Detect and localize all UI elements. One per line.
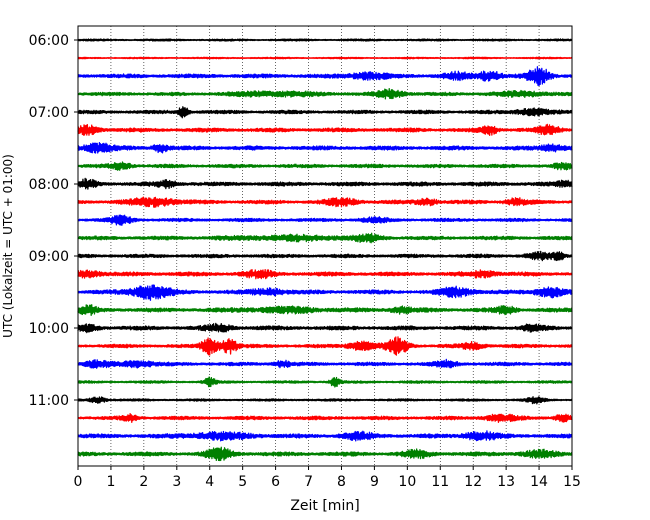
x-tick-label-5: 5	[238, 474, 247, 490]
trace-0900	[77, 250, 573, 262]
trace-1115	[77, 413, 573, 423]
trace-0815	[77, 196, 573, 208]
trace-1000	[77, 322, 573, 334]
x-tick-label-11: 11	[431, 474, 449, 490]
y-tick-label-4: 10:00	[29, 321, 69, 337]
y-tick-label-1: 07:00	[29, 105, 69, 121]
trace-0645	[77, 88, 573, 100]
x-tick-label-13: 13	[497, 474, 515, 490]
trace-0800	[77, 177, 573, 190]
trace-0930	[77, 284, 573, 301]
trace-0600	[77, 38, 573, 42]
x-tick-label-9: 9	[370, 474, 379, 490]
seismic-traces	[77, 38, 573, 462]
y-axis: 06:00 07:00 08:00 09:00 10:00 11:00	[29, 33, 78, 409]
x-axis-label: Zeit [min]	[290, 498, 359, 514]
x-tick-label-15: 15	[563, 474, 581, 490]
trace-0945	[77, 304, 573, 317]
x-tick-label-1: 1	[106, 474, 115, 490]
y-tick-label-0: 06:00	[29, 33, 69, 49]
y-tick-label-5: 11:00	[29, 393, 69, 409]
x-tick-label-6: 6	[271, 474, 280, 490]
trace-0730	[77, 141, 573, 154]
trace-0630	[77, 66, 573, 87]
x-grid	[110, 26, 540, 466]
x-tick-label-7: 7	[304, 474, 313, 490]
x-tick-label-4: 4	[205, 474, 214, 490]
trace-1130	[77, 430, 573, 442]
trace-0715	[77, 123, 573, 136]
x-tick-label-14: 14	[530, 474, 548, 490]
y-tick-label-3: 09:00	[29, 249, 69, 265]
trace-0745	[77, 161, 573, 171]
trace-0915	[77, 268, 573, 280]
x-tick-label-10: 10	[398, 474, 416, 490]
trace-0845	[77, 232, 573, 244]
trace-1015	[77, 336, 573, 356]
x-tick-label-3: 3	[172, 474, 181, 490]
x-tick-label-8: 8	[337, 474, 346, 490]
y-axis-label: UTC (Lokalzeit = UTC + 01:00)	[1, 154, 15, 338]
trace-0700	[77, 106, 573, 119]
x-tick-label-12: 12	[464, 474, 482, 490]
x-tick-label-0: 0	[74, 474, 83, 490]
trace-1030	[77, 358, 573, 369]
trace-1100	[77, 396, 573, 405]
trace-0615	[77, 56, 573, 60]
x-axis: 0 1 2 3 4 5 6 7 8 9 10 11 12 13 14 15	[74, 466, 581, 490]
x-tick-label-2: 2	[139, 474, 148, 490]
y-tick-label-2: 08:00	[29, 177, 69, 193]
trace-1045	[77, 376, 573, 388]
trace-0830	[77, 214, 573, 226]
plot-frame	[77, 25, 573, 467]
trace-1145	[77, 446, 573, 462]
